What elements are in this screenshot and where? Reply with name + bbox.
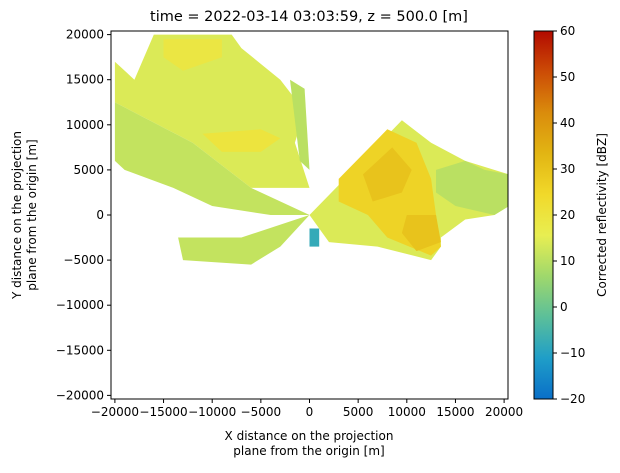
x-tick-label: 0	[306, 405, 314, 419]
x-tick-label: −10000	[188, 405, 236, 419]
region-north-core	[163, 39, 222, 71]
region-far-east-band	[436, 160, 508, 215]
region-west-band	[114, 102, 310, 215]
y-tick-label: 10000	[66, 118, 104, 132]
x-tick-label: 20000	[485, 405, 523, 419]
y-tick-label: 15000	[66, 73, 104, 87]
y-tick-label: 5000	[73, 163, 104, 177]
region-southeast-peak	[401, 215, 441, 252]
x-tick-label: 5000	[343, 405, 374, 419]
data-regions	[114, 34, 508, 265]
colorbar-tick-label: 0	[560, 300, 568, 314]
y-tick-label: −10000	[56, 298, 104, 312]
y-axis-label-line2: plane from the origin [m]	[25, 139, 39, 290]
region-west-core	[202, 129, 281, 152]
colorbar-tick-label: −20	[560, 392, 585, 406]
colorbar-tick-label: 40	[560, 116, 575, 130]
y-tick-label: 20000	[66, 28, 104, 42]
chart-title: time = 2022-03-14 03:03:59, z = 500.0 [m…	[150, 9, 468, 25]
y-tick-label: 0	[96, 208, 104, 222]
colorbar-tick-label: 10	[560, 254, 575, 268]
colorbar	[533, 30, 554, 400]
y-tick-label: −5000	[63, 253, 104, 267]
y-axis-ticks: 20000 15000 10000 5000 0 −5000 −10000 −15000 −20…	[56, 28, 111, 402]
colorbar-ticks: 60 50 40 30 20 10 0 −10 −20	[553, 24, 585, 406]
y-axis-label-line1: Y distance on the projection	[10, 131, 24, 300]
region-east-peak	[363, 147, 412, 202]
region-north-streak	[290, 79, 310, 170]
x-axis-ticks: −20000 −15000 −10000 −5000 0 5000 10000 15000 20…	[91, 399, 523, 419]
x-tick-label: 15000	[436, 405, 474, 419]
colorbar-tick-label: −10	[560, 346, 585, 360]
region-origin-notch	[309, 228, 320, 247]
x-tick-label: −15000	[139, 405, 187, 419]
plot-area	[114, 34, 508, 265]
x-axis-label-line2: plane from the origin [m]	[233, 444, 384, 458]
colorbar-tick-label: 20	[560, 208, 575, 222]
y-tick-label: −15000	[56, 343, 104, 357]
region-southwest-band	[178, 215, 310, 265]
x-axis-label-line1: X distance on the projection	[225, 429, 394, 443]
x-tick-label: −5000	[241, 405, 282, 419]
y-tick-label: −20000	[56, 388, 104, 402]
colorbar-tick-label: 30	[560, 162, 575, 176]
x-tick-label: 10000	[388, 405, 426, 419]
colorbar-tick-label: 60	[560, 24, 575, 38]
colorbar-label: Corrected reflectivity [dBZ]	[595, 133, 609, 297]
x-tick-label: −20000	[91, 405, 139, 419]
colorbar-tick-label: 50	[560, 70, 575, 84]
